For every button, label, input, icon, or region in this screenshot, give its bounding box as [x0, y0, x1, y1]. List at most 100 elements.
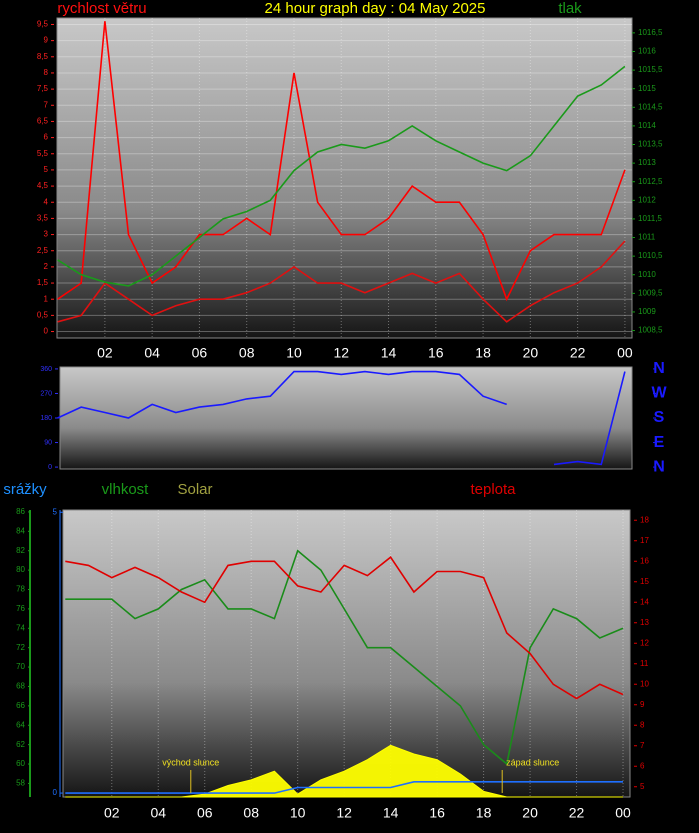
annotation: východ slunce [162, 757, 219, 767]
y-tick-label: 3 [44, 230, 49, 239]
y2-tick-label: 1013 [638, 158, 656, 167]
panel-wind-pressure [56, 17, 633, 339]
y-tick-label: 2 [44, 262, 49, 271]
y-tick-label: 270 [40, 390, 52, 397]
y-tick-label: 3,5 [37, 214, 49, 223]
y-tick-label: 74 [16, 623, 25, 632]
y-tick-label: 62 [16, 740, 25, 749]
y-label: vlhkost [102, 481, 150, 498]
y2-tick-label: 1015,5 [638, 65, 663, 74]
title: 24 hour graph day : 04 May 2025 [265, 0, 486, 17]
y-tick-label: 66 [16, 701, 25, 710]
y2-tick-label: N [653, 458, 665, 475]
y2-tick-label: 1012 [638, 195, 656, 204]
area [65, 744, 623, 798]
y2-tick-label: 8 [640, 720, 645, 729]
x-tick-label: 20 [523, 345, 539, 361]
y2-tick-label: 1012,5 [638, 177, 663, 186]
y2-tick-label: 16 [640, 556, 649, 565]
x-tick-label: 02 [104, 805, 120, 821]
x-tick-label: 04 [150, 805, 166, 821]
y2-tick-label: 1009 [638, 307, 656, 316]
y2-tick-label: 9 [640, 700, 645, 709]
x-tick-label: 10 [286, 345, 302, 361]
x-tick-label: 18 [475, 345, 491, 361]
y2-tick-label: 6 [640, 761, 645, 770]
x-tick-label: 22 [570, 345, 586, 361]
x-tick-label: 06 [197, 805, 213, 821]
x-tick-label: 00 [615, 805, 631, 821]
y-tick-label: 5 [44, 165, 49, 174]
y-tick-label: 64 [16, 720, 25, 729]
y-tick-label: 72 [16, 643, 25, 652]
y2-tick-label: 1010,5 [638, 251, 663, 260]
line [65, 556, 624, 700]
line [65, 781, 623, 794]
y3-tick-label: 0 [53, 788, 58, 797]
line [57, 240, 626, 323]
y2-tick-label: 13 [640, 618, 649, 627]
y-tick-label: 8 [44, 68, 49, 77]
y2-tick-label: 1014 [638, 121, 656, 130]
y2-tick-label: 1015 [638, 84, 656, 93]
x-tick-label: 00 [617, 345, 633, 361]
y2-tick-label: 1013,5 [638, 140, 663, 149]
y-tick-label: 2,5 [37, 246, 49, 255]
y2-tick-label: 7 [640, 741, 645, 750]
y-tick-label: 76 [16, 604, 25, 613]
y-tick-label: 84 [16, 526, 25, 535]
y-tick-label: 1,5 [37, 278, 49, 287]
y-tick-label: 0,5 [37, 310, 49, 319]
y2-label: tlak [558, 0, 582, 17]
y2-tick-label: 1008,5 [638, 326, 663, 335]
x-tick-label: 06 [192, 345, 208, 361]
x-tick-label: 16 [429, 805, 445, 821]
y-tick-label: 7 [44, 100, 49, 109]
y-tick-label: 4,5 [37, 181, 49, 190]
y-tick-label: 4 [44, 197, 49, 206]
y-tick-label: 9,5 [37, 20, 49, 29]
annotation: západ slunce [506, 757, 559, 767]
y4-label: Solar [177, 481, 212, 498]
y2-tick-label: 11 [640, 659, 649, 668]
y-tick-label: 70 [16, 662, 25, 671]
panel-direction [59, 366, 633, 470]
x-tick-label: 08 [239, 345, 255, 361]
y2-tick-label: 10 [640, 679, 649, 688]
y2-tick-label: 5 [640, 782, 645, 791]
y-tick-label: 0 [48, 464, 52, 471]
y2-tick-label: 18 [640, 515, 649, 524]
y-tick-label: 7,5 [37, 84, 49, 93]
y2-tick-label: 17 [640, 536, 649, 545]
y-tick-label: 5,5 [37, 149, 49, 158]
y-tick-label: 58 [16, 779, 25, 788]
y-tick-label: 80 [16, 565, 25, 574]
x-tick-label: 02 [97, 345, 113, 361]
panel-humidity-temp [62, 509, 631, 798]
y2-tick-label: S [654, 409, 665, 426]
y2-tick-label: 1009,5 [638, 288, 663, 297]
y2-tick-label: E [654, 434, 665, 451]
y-label: rychlost větru [57, 0, 146, 17]
y2-tick-label: N [653, 360, 665, 377]
y2-tick-label: 12 [640, 638, 649, 647]
line [57, 65, 626, 287]
x-tick-label: 18 [476, 805, 492, 821]
y-tick-label: 0 [44, 327, 49, 336]
x-tick-label: 04 [144, 345, 160, 361]
y2-tick-label: 1011 [638, 233, 656, 242]
x-tick-label: 10 [290, 805, 306, 821]
y3-tick-label: 5 [53, 507, 58, 516]
y-tick-label: 6 [44, 133, 49, 142]
y-tick-label: 8,5 [37, 52, 49, 61]
y2-tick-label: 1010 [638, 270, 656, 279]
y2-label: teplota [470, 481, 516, 498]
y-tick-label: 68 [16, 682, 25, 691]
y-tick-label: 1 [44, 294, 49, 303]
line [57, 370, 626, 466]
y-tick-label: 180 [40, 415, 52, 422]
y2-tick-label: 1016 [638, 47, 656, 56]
y3-label: srážky [3, 481, 47, 498]
y2-tick-label: W [651, 385, 667, 402]
